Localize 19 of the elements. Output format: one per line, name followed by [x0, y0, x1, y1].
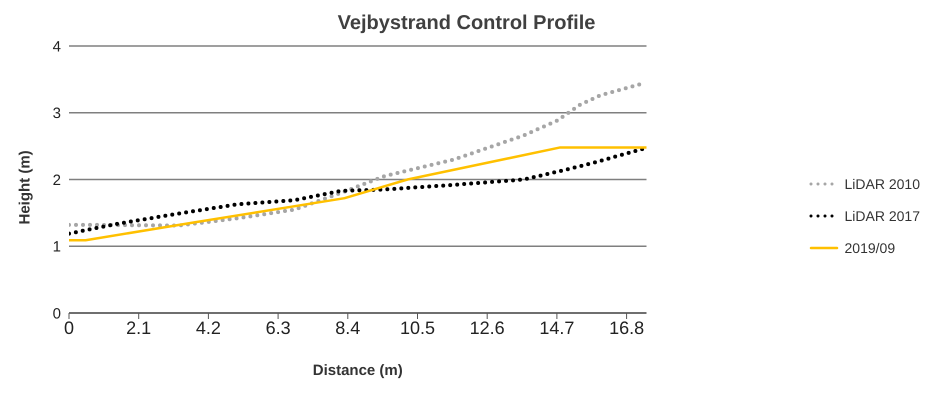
x-tick-label: 2.1: [126, 318, 152, 338]
y-axis-title: Height (m): [16, 150, 34, 224]
y-tick-label: 4: [52, 38, 61, 56]
x-tick-label: 16.8: [609, 318, 644, 338]
x-tick-label: 10.5: [400, 318, 436, 338]
legend-label: 2019/09: [844, 240, 896, 256]
x-tick-label: 6.3: [266, 318, 291, 338]
chart-title: Vejbystrand Control Profile: [336, 11, 596, 36]
y-tick-label: 0: [52, 305, 61, 322]
x-tick-label: 8.4: [335, 318, 360, 338]
legend-label: LiDAR 2017: [844, 208, 920, 224]
y-tick-label: 1: [52, 238, 61, 256]
legend-label: LiDAR 2010: [844, 176, 920, 192]
y-tick-label: 3: [52, 105, 61, 122]
y-tick-label: 2: [52, 172, 61, 189]
x-axis-title: Distance (m): [312, 362, 403, 379]
x-tick-label: 12.6: [470, 318, 505, 338]
x-tick-label: 14.7: [539, 318, 574, 338]
x-tick-label: 4.2: [196, 318, 221, 338]
